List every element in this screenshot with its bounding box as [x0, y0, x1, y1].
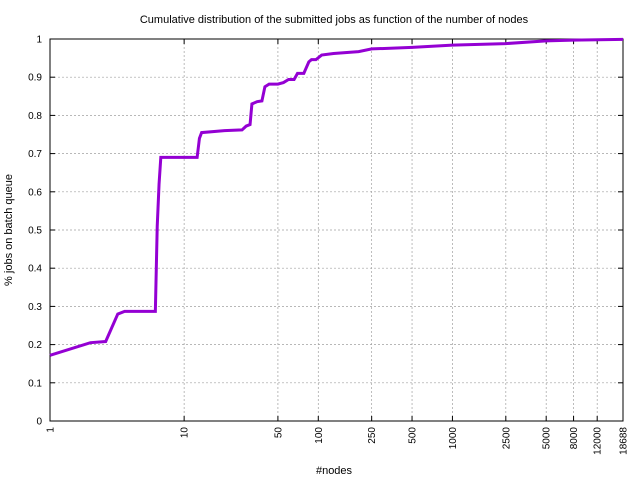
y-tick-label: 0.8	[28, 111, 42, 122]
y-tick-label: 0.2	[28, 340, 42, 351]
y-tick-label: 0	[36, 417, 42, 428]
y-tick-label: 1	[36, 35, 42, 46]
x-tick-label: 5000	[542, 427, 553, 450]
x-tick-label: 250	[367, 427, 378, 444]
x-axis-title: #nodes	[316, 465, 353, 477]
y-tick-label: 0.4	[28, 264, 42, 275]
x-tick-label: 500	[408, 427, 419, 444]
chart-title: Cumulative distribution of the submitted…	[140, 14, 529, 26]
x-tick-label: 1	[46, 427, 57, 433]
x-tick-label: 50	[273, 427, 284, 439]
x-tick-label: 100	[314, 427, 325, 444]
x-tick-label: 8000	[569, 427, 580, 450]
y-tick-label: 0.7	[28, 149, 42, 160]
axis-ticks	[49, 38, 624, 422]
y-tick-label: 0.6	[28, 187, 42, 198]
x-tick-labels: 1 10 50 100 250 500 1000 2500 5000 8000 12000 18688	[46, 427, 630, 455]
series-line	[49, 37, 624, 357]
y-tick-label: 0.5	[28, 226, 42, 237]
y-axis-title: % jobs on batch queue	[3, 174, 15, 286]
x-tick-label: 12000	[593, 427, 604, 455]
x-tick-label: 1000	[448, 427, 459, 450]
x-tick-label: 10	[180, 427, 191, 439]
y-tick-label: 0.9	[28, 73, 42, 84]
x-tick-label: 18688	[619, 427, 630, 455]
x-tick-label: 2500	[501, 427, 512, 450]
y-tick-label: 0.3	[28, 302, 42, 313]
y-tick-label: 0.1	[28, 378, 42, 389]
y-tick-labels: 0 0.1 0.2 0.3 0.4 0.5 0.6 0.7 0.8 0.9 1	[28, 35, 42, 428]
grid	[50, 39, 623, 421]
